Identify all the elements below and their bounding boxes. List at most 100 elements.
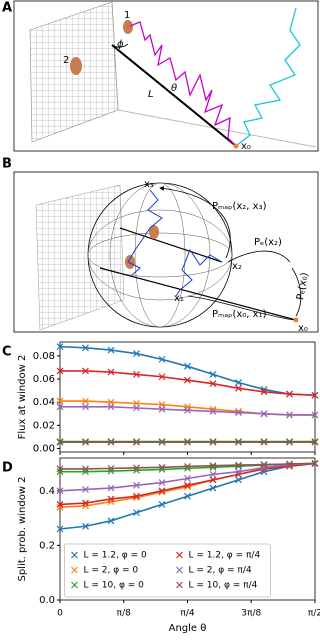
marker	[82, 438, 89, 446]
marker	[56, 343, 64, 351]
marker	[56, 397, 64, 405]
marker	[56, 487, 64, 495]
marker	[209, 438, 217, 446]
marker	[82, 522, 89, 530]
marker	[56, 367, 64, 375]
x-tick-label: 3π/8	[241, 609, 261, 619]
legend-label: L = 1.2, φ = 0	[84, 551, 148, 561]
y-tick-label: 0.04	[33, 397, 55, 408]
window	[125, 255, 135, 269]
marker	[158, 438, 166, 446]
legend-marker	[71, 566, 78, 574]
arrow	[291, 267, 302, 317]
legend-label: L = 2, φ = π/4	[189, 566, 252, 576]
start-point	[233, 143, 239, 149]
marker	[56, 403, 64, 411]
path-cyan	[235, 7, 301, 147]
window	[149, 225, 159, 239]
marker	[311, 391, 319, 399]
marker	[184, 438, 191, 446]
x-tick-label: π/8	[117, 609, 131, 619]
marker	[82, 485, 89, 493]
point-label: x₀	[298, 323, 308, 334]
x-tick-label: π/2	[308, 609, 320, 619]
y-tick-label: 0.02	[33, 420, 55, 431]
marker	[311, 411, 319, 419]
transition-label: Pₘₐₚ(x₂, x₃)	[212, 201, 267, 212]
marker	[107, 495, 115, 503]
marker	[235, 462, 242, 470]
y-axis-label: Flux at window 2	[17, 355, 28, 440]
marker	[133, 438, 140, 446]
arrow	[187, 295, 295, 321]
marker	[235, 461, 242, 469]
length-label: L	[148, 89, 154, 100]
y-tick-label: 0.08	[33, 351, 55, 362]
sphere-grid	[134, 182, 186, 328]
angle-label: ϕ	[117, 39, 124, 50]
transition-label: Pₑ(x₀)	[295, 272, 311, 302]
plot-frame	[59, 341, 316, 453]
legend-label: L = 1.2, φ = π/4	[189, 551, 261, 561]
marker	[286, 438, 293, 446]
window-label: 1	[124, 10, 130, 21]
point-label: x₂	[232, 261, 242, 272]
legend-marker	[71, 581, 78, 589]
sphere-grid	[109, 182, 211, 328]
marker	[260, 388, 268, 396]
transition-label: Pₘₐₚ(x₀, x₁)	[212, 309, 267, 320]
marker	[82, 344, 89, 352]
marker	[286, 390, 293, 398]
window-label: 2	[63, 55, 69, 66]
marker	[235, 438, 242, 446]
legend-label: L = 2, φ = 0	[84, 566, 139, 576]
marker	[209, 470, 217, 478]
point-label: x₁	[174, 293, 184, 304]
legend-marker	[176, 566, 183, 574]
marker	[184, 362, 191, 370]
marker	[209, 380, 217, 388]
panel-b: x₃ Pₘₐₚ(x₂, x₃) Pₑ(x₂) x₂ Pₑ(x₀) x₁ Pₘₐₚ…	[2, 157, 319, 334]
x-tick-label: 0	[57, 609, 63, 619]
marker	[184, 406, 191, 414]
marker	[158, 487, 166, 495]
marker	[184, 475, 191, 482]
baseline	[111, 44, 237, 147]
marker	[311, 438, 319, 446]
marker	[56, 525, 64, 533]
x-axis-label: Angle θ	[169, 623, 207, 634]
wall-grid	[35, 184, 125, 331]
marker	[260, 410, 268, 418]
marker	[235, 384, 242, 392]
panel-label: B	[2, 157, 12, 172]
marker	[158, 355, 166, 363]
marker	[82, 397, 89, 405]
y-tick-label: 0.06	[33, 374, 55, 385]
marker	[235, 468, 242, 476]
panel-label: D	[2, 461, 13, 476]
y-tick-label: 0.00	[33, 444, 55, 455]
marker	[260, 438, 268, 446]
point-label: x₀	[241, 141, 251, 152]
marker	[158, 479, 166, 487]
y-tick-label: 0.2	[39, 540, 55, 551]
marker	[107, 368, 115, 376]
marker	[133, 492, 140, 500]
panel-a: 1 2 ϕ L θ x₀ A	[2, 1, 319, 152]
marker	[107, 484, 115, 492]
marker	[260, 464, 268, 471]
marker	[133, 481, 140, 489]
path-purple	[129, 21, 237, 147]
marker	[56, 500, 64, 508]
marker	[158, 405, 166, 413]
marker	[82, 403, 89, 411]
marker	[311, 460, 319, 467]
marker	[107, 403, 115, 411]
arrow	[159, 186, 231, 259]
marker	[107, 517, 115, 525]
window-2	[70, 57, 82, 75]
marker	[235, 409, 242, 417]
y-tick-label: 0.4	[39, 486, 55, 497]
